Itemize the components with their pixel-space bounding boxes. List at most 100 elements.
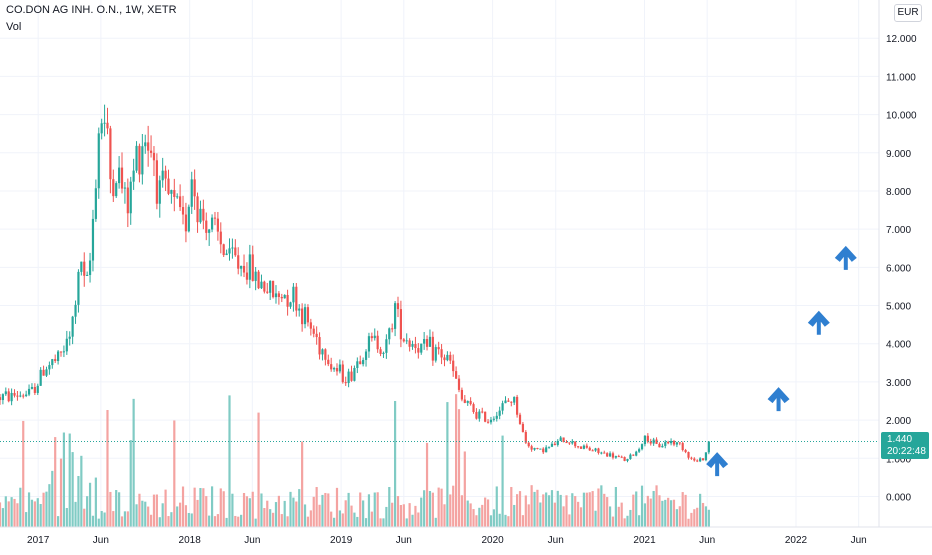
volume-bar bbox=[492, 509, 495, 527]
volume-bar bbox=[699, 493, 702, 527]
arrow-up-icon bbox=[706, 452, 729, 477]
candle-body bbox=[202, 208, 205, 221]
candle-body bbox=[513, 396, 516, 403]
candle-body bbox=[25, 394, 28, 396]
volume-bar bbox=[167, 516, 170, 527]
candle-body bbox=[45, 369, 48, 376]
volume-bar bbox=[13, 498, 16, 527]
volume-bar bbox=[335, 487, 339, 527]
volume-bar bbox=[193, 487, 196, 527]
volume-bar bbox=[539, 502, 542, 527]
x-tick-label: Jun bbox=[548, 535, 564, 546]
volume-bar bbox=[510, 487, 513, 527]
candle-body bbox=[507, 400, 510, 402]
volume-bar bbox=[234, 515, 237, 527]
volume-bar bbox=[269, 509, 272, 527]
x-tick-label: 2018 bbox=[179, 535, 202, 546]
volume-bar bbox=[216, 514, 219, 527]
candle-body bbox=[559, 437, 562, 441]
volume-bar bbox=[263, 508, 266, 527]
volume-bar bbox=[408, 503, 411, 527]
volume-bar bbox=[626, 515, 629, 527]
volume-bar bbox=[414, 505, 417, 527]
x-tick-label: 2022 bbox=[785, 535, 808, 546]
candle-body bbox=[405, 340, 408, 342]
y-tick-label: 12.000 bbox=[886, 34, 917, 45]
volume-bar bbox=[402, 504, 405, 527]
volume-bar bbox=[237, 516, 240, 527]
volume-bar bbox=[472, 509, 475, 527]
volume-bar bbox=[48, 484, 51, 527]
volume-bar bbox=[667, 497, 670, 527]
candle-body bbox=[303, 307, 307, 325]
volume-bar bbox=[513, 504, 516, 527]
candle-body bbox=[16, 395, 19, 397]
candle-body bbox=[350, 371, 353, 381]
volume-bar bbox=[533, 491, 536, 527]
candle-body bbox=[10, 392, 13, 402]
candle-body bbox=[701, 458, 705, 461]
candle-body bbox=[510, 401, 513, 403]
grid-layer bbox=[0, 0, 879, 527]
volume-bar bbox=[556, 490, 559, 527]
volume-label: Vol bbox=[6, 21, 22, 33]
candle-body bbox=[388, 328, 391, 340]
candle-body bbox=[675, 442, 678, 445]
volume-bar bbox=[565, 495, 568, 527]
volume-bar bbox=[495, 486, 498, 527]
volume-bar bbox=[501, 435, 504, 527]
candle-body bbox=[553, 443, 556, 445]
volume-bar bbox=[318, 504, 321, 527]
candle-body bbox=[283, 294, 286, 299]
volume-bar bbox=[385, 506, 388, 527]
volume-bar bbox=[524, 495, 527, 527]
volume-bar bbox=[434, 517, 437, 527]
candle-body bbox=[234, 247, 237, 256]
time-axis: 2017 Jun 2018 Jun 2019 Jun 2020 Jun 2021 Jun 2022 J… bbox=[27, 535, 867, 546]
candle-body bbox=[242, 265, 246, 273]
candle-body bbox=[0, 397, 2, 401]
candle-body bbox=[330, 364, 333, 370]
candle-body bbox=[248, 254, 251, 280]
x-tick-label: 2021 bbox=[633, 535, 656, 546]
volume-bar bbox=[591, 491, 594, 527]
volume-bar bbox=[91, 515, 95, 527]
volume-bar bbox=[158, 517, 161, 527]
candle-body bbox=[440, 349, 443, 358]
volume-bar bbox=[22, 420, 25, 527]
candle-body bbox=[115, 183, 118, 197]
volume-bar bbox=[382, 518, 385, 527]
candle-body bbox=[629, 454, 632, 460]
volume-bar bbox=[222, 491, 225, 527]
candle-body bbox=[643, 435, 647, 445]
candle-body bbox=[222, 244, 225, 256]
volume-bar bbox=[181, 486, 185, 527]
volume-bar bbox=[123, 511, 127, 527]
candle-body bbox=[199, 208, 202, 223]
volume-bar bbox=[152, 494, 156, 527]
candle-body bbox=[80, 261, 83, 272]
candle-body bbox=[376, 335, 379, 350]
volume-bar bbox=[364, 518, 368, 527]
volume-bar bbox=[94, 477, 97, 527]
volume-bar bbox=[219, 488, 222, 527]
candle-body bbox=[100, 123, 103, 134]
candle-body bbox=[260, 281, 263, 289]
volume-bar bbox=[45, 491, 48, 527]
candle-body bbox=[280, 296, 283, 299]
volume-bar bbox=[571, 493, 574, 527]
candle-body bbox=[135, 145, 138, 171]
candle-body bbox=[295, 286, 298, 311]
candle-body bbox=[301, 308, 304, 325]
currency-button[interactable]: EUR bbox=[894, 4, 922, 22]
volume-bar bbox=[675, 509, 678, 527]
volume-bar bbox=[39, 504, 42, 527]
x-tick-label: Jun bbox=[851, 535, 867, 546]
candle-body bbox=[184, 214, 188, 232]
volume-bar bbox=[321, 494, 324, 527]
candle-body bbox=[13, 392, 16, 396]
y-tick-label: 7.000 bbox=[886, 225, 911, 236]
candle-body bbox=[315, 333, 318, 338]
